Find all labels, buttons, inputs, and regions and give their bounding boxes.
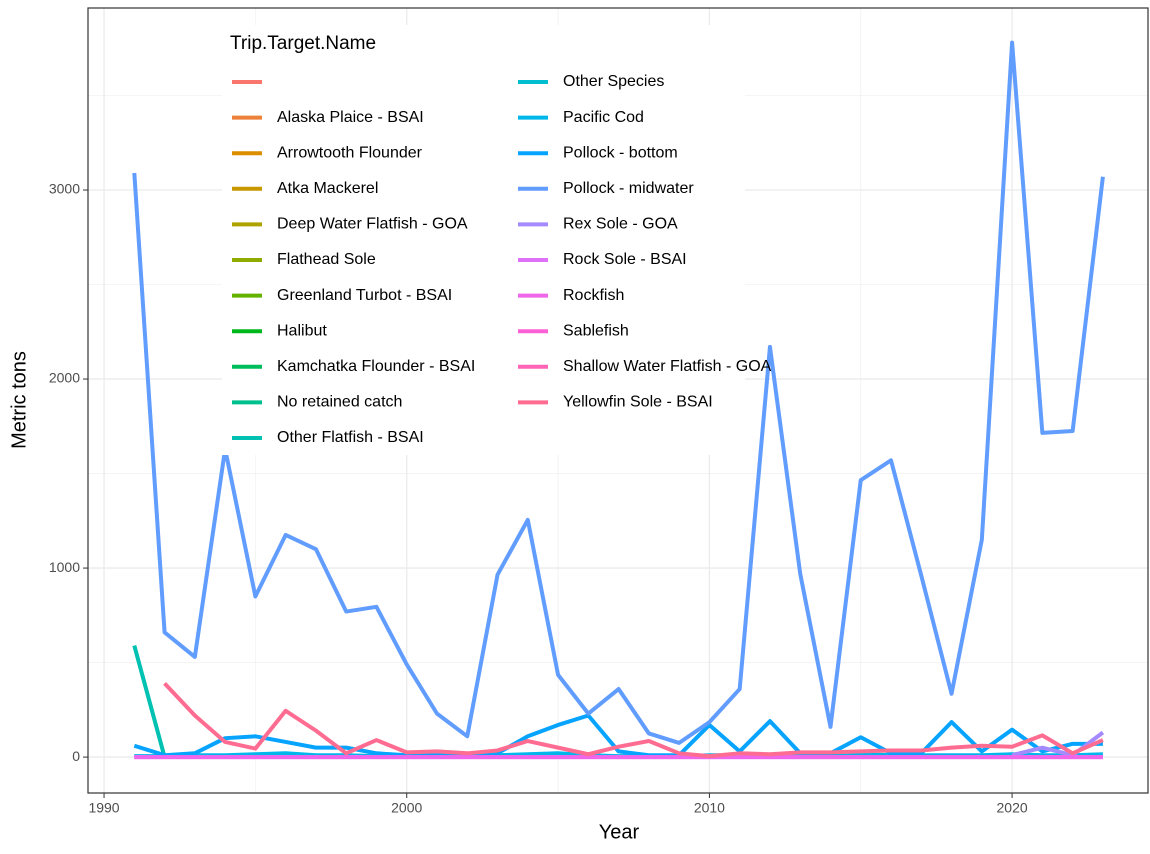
x-tick-label: 2000 bbox=[391, 800, 422, 816]
legend-label: Rock Sole - BSAI bbox=[563, 251, 687, 268]
series-line bbox=[133, 713, 1103, 758]
legend-label: Alaska Plaice - BSAI bbox=[277, 109, 424, 126]
y-tick-label: 0 bbox=[72, 748, 80, 764]
legend-label: Rex Sole - GOA bbox=[563, 216, 678, 233]
legend-label: Kamchatka Flounder - BSAI bbox=[277, 358, 475, 375]
legend-label: Pacific Cod bbox=[563, 109, 644, 126]
legend-label: Shallow Water Flatfish - GOA bbox=[563, 358, 772, 375]
legend-label: Sablefish bbox=[563, 322, 629, 339]
series-line bbox=[132, 40, 1105, 745]
legend-label: Greenland Turbot - BSAI bbox=[277, 287, 452, 304]
legend-label: Deep Water Flatfish - GOA bbox=[277, 216, 468, 233]
legend-label: Arrowtooth Flounder bbox=[277, 144, 423, 161]
legend-label: Flathead Sole bbox=[277, 251, 376, 268]
legend-label: Other Species bbox=[563, 73, 664, 90]
y-tick-label: 1000 bbox=[49, 559, 80, 575]
legend-label: Other Flatfish - BSAI bbox=[277, 429, 424, 446]
x-axis-title: Year bbox=[599, 821, 640, 843]
legend-title: Trip.Target.Name bbox=[230, 33, 376, 54]
y-tick-label: 2000 bbox=[49, 370, 80, 386]
y-tick-label: 3000 bbox=[49, 181, 80, 197]
y-axis-title: Metric tons bbox=[8, 351, 30, 449]
x-tick-label: 2020 bbox=[997, 800, 1028, 816]
series-line bbox=[163, 681, 1104, 759]
legend-label: Rockfish bbox=[563, 287, 624, 304]
panel-border bbox=[87, 7, 1149, 794]
legend-background bbox=[222, 25, 745, 455]
legend-label: No retained catch bbox=[277, 394, 402, 411]
x-tick-label: 1990 bbox=[88, 800, 119, 816]
series-line bbox=[132, 645, 167, 758]
legend-label: Halibut bbox=[277, 322, 327, 339]
x-tick-label: 2010 bbox=[694, 800, 725, 816]
legend-label: Yellowfin Sole - BSAI bbox=[563, 394, 713, 411]
legend-label: Pollock - midwater bbox=[563, 180, 694, 197]
legend-label: Pollock - bottom bbox=[563, 144, 678, 161]
series-line bbox=[1011, 730, 1105, 758]
legend-label: Atka Mackerel bbox=[277, 180, 378, 197]
